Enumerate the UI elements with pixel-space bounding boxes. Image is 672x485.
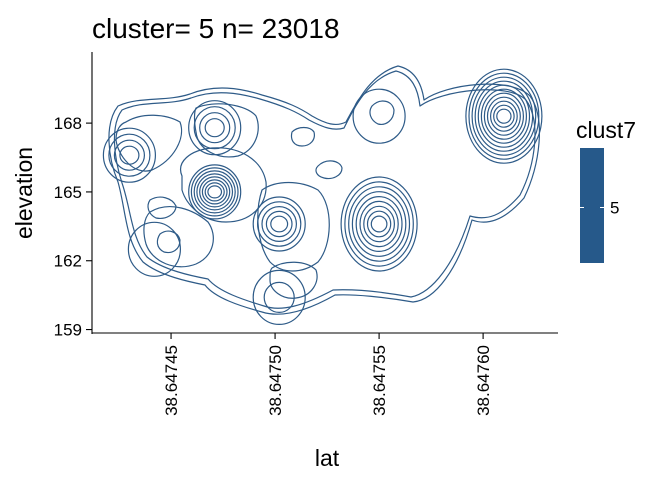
contour-ring-peak-3-level-5	[196, 173, 234, 211]
contour-ring-peak-2-level-4	[188, 100, 242, 156]
x-axis-ticks: 38.64745 38.64750 38.64755 38.64760	[162, 333, 493, 416]
x-axis-label: lat	[315, 445, 340, 471]
contour-middle-bridge	[143, 205, 214, 268]
contour-ring-peak-7-level-9	[471, 76, 537, 156]
y-tick-label: 168	[54, 114, 82, 133]
contour-small-ring-d	[156, 230, 181, 254]
contour-ring-peak-4-level-3	[261, 206, 298, 243]
contour-ring-peak-5-level-2	[252, 269, 306, 325]
x-tick-label: 38.64750	[266, 345, 285, 416]
legend-label: 5	[610, 199, 619, 218]
contour-ring-peak-3-level-6	[193, 170, 236, 214]
contour-ring-peak-1-level-1	[119, 145, 140, 165]
contour-ring-peak-7-level-4	[486, 96, 521, 136]
contour-ring-peak-1-level-2	[113, 139, 145, 171]
density-contours	[108, 65, 540, 315]
contour-ring-peak-4-level-5	[252, 196, 306, 252]
contour-ring-peak-7-level-8	[474, 80, 534, 152]
y-axis-ticks: 159 162 165 168	[54, 114, 92, 340]
contour-ring-peak-6-level-1	[370, 215, 388, 233]
contour-ring-peak-6-level-2	[366, 210, 392, 238]
contour-ring-peak-2-level-2	[199, 112, 231, 144]
contour-ring-peak-3-level-8	[188, 164, 242, 220]
contour-ring-peak-6-level-4	[359, 200, 399, 248]
contour-ring-peak-3-level-3	[201, 179, 228, 205]
y-tick-label: 159	[54, 321, 82, 340]
contour-ring-peak-2-level-1	[204, 118, 225, 138]
contour-ring-peak-1-level-4	[102, 127, 156, 183]
contour-ring-peak-6-level-8	[344, 181, 414, 267]
contour-ring-peak-6-level-5	[355, 196, 403, 253]
contour-ring-peak-7-level-2	[493, 104, 515, 128]
chart-title: cluster= 5 n= 23018	[92, 13, 340, 44]
legend: clust7 5	[576, 117, 636, 263]
contour-ring-peak-7-level-11	[465, 68, 543, 164]
contour-ring-peak-7-level-3	[490, 100, 518, 132]
contour-outer-left	[108, 65, 540, 315]
contour-ring-peak-4-level-1	[270, 215, 289, 233]
y-axis-label: elevation	[11, 147, 37, 239]
contour-ring-peak-4-level-4	[257, 201, 302, 247]
contour-right-lower-lobe	[257, 181, 330, 272]
peak-rings	[102, 68, 543, 325]
contour-ring-peak-6-level-3	[363, 205, 396, 243]
contour-ring-peak-3-level-7	[190, 167, 239, 217]
x-tick-label: 38.64745	[162, 345, 181, 416]
contour-ring-peak-1-level-3	[108, 133, 151, 177]
contour-small-ring-c	[315, 160, 343, 180]
contour-ring-peak-3-level-4	[199, 176, 231, 208]
legend-ticks: 5	[580, 199, 619, 218]
contour-bottom-lobe	[269, 261, 318, 299]
contour-inner-outline	[113, 70, 536, 309]
contour-small-ring-a	[290, 126, 315, 147]
contour-ring-peak-9-level-1	[127, 221, 181, 277]
contour-small-ring-b	[369, 100, 395, 125]
contour-gap-left	[147, 196, 177, 219]
contour-ring-peak-4-level-2	[265, 210, 293, 238]
x-tick-label: 38.64760	[474, 345, 493, 416]
contour-ring-peak-7-level-6	[480, 88, 527, 144]
legend-colorbar	[580, 148, 604, 263]
contour-ring-peak-7-level-1	[496, 108, 512, 124]
contour-ring-peak-6-level-9	[340, 176, 418, 272]
y-tick-label: 165	[54, 183, 82, 202]
x-tick-label: 38.64755	[370, 345, 389, 416]
contour-left-lobe	[115, 114, 183, 172]
contour-ring-peak-3-level-2	[204, 182, 225, 202]
y-tick-label: 162	[54, 252, 82, 271]
legend-title: clust7	[576, 117, 636, 143]
contour-ring-peak-3-level-1	[207, 185, 223, 199]
contour-ring-peak-6-level-7	[348, 186, 411, 262]
contour-ring-peak-5-level-1	[263, 281, 295, 313]
contour-ring-peak-7-level-5	[483, 92, 524, 140]
contour-ring-peak-6-level-6	[351, 191, 407, 257]
contour-ring-peak-2-level-3	[193, 106, 236, 150]
contour-ring-peak-7-level-7	[477, 84, 531, 148]
contour-ring-peak-8-level-1	[352, 88, 406, 144]
contour-ring-peak-7-level-10	[468, 72, 540, 160]
